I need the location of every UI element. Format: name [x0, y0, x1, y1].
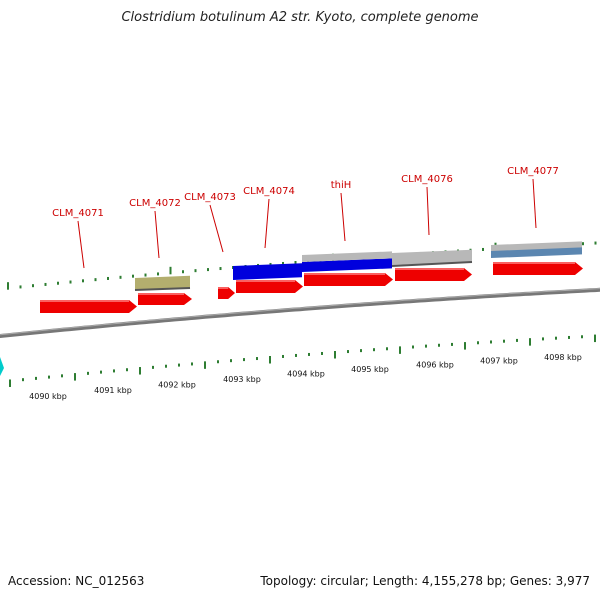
kbp-label: 4096 kbp [416, 361, 454, 370]
gene-leader-line [264, 198, 270, 249]
gene-label: CLM_4072 [129, 198, 181, 209]
gene-label: CLM_4073 [184, 192, 236, 203]
kbp-label: 4095 kbp [351, 365, 389, 374]
genome-backbone-highlight [0, 288, 600, 336]
kbp-label: 4090 kbp [29, 392, 67, 401]
genome-summary: Topology: circular; Length: 4,155,278 bp… [260, 574, 590, 588]
cds-arrow-4072 [138, 293, 192, 305]
cds-arrow-thiH [304, 273, 393, 286]
gene-label: CLM_4077 [507, 166, 559, 177]
gene-label: CLM_4076 [401, 174, 453, 185]
gene-leader-line [77, 220, 85, 269]
gene-leader-line [340, 192, 346, 242]
gene-leader-line [209, 204, 224, 253]
cds-arrow-4076 [395, 268, 472, 281]
kbp-label: 4093 kbp [223, 375, 261, 384]
gene-bar-4077-top [491, 241, 582, 252]
gene-bar-4072 [135, 275, 190, 290]
genome-backbone [0, 287, 600, 339]
gene-label: CLM_4071 [52, 208, 104, 219]
kbp-label: 4098 kbp [544, 353, 582, 362]
gene-leader-line [532, 178, 537, 229]
cds-arrow-4074 [236, 280, 303, 293]
gene-bar-4076-edge [391, 261, 473, 267]
gene-bar-4077 [491, 247, 582, 258]
cds-arrow-4071 [40, 300, 137, 313]
accession-label: Accession: NC_012563 [8, 574, 145, 588]
gene-bar-4074 [233, 263, 302, 280]
gene-leader-line [426, 186, 430, 236]
gene-bar-thiH [302, 258, 392, 272]
kbp-label: 4091 kbp [94, 386, 132, 395]
offscreen-feature-marker [0, 357, 4, 376]
kbp-label: 4094 kbp [287, 370, 325, 379]
genome-title: Clostridium botulinum A2 str. Kyoto, com… [121, 10, 479, 25]
cds-arrow-4073 [218, 287, 235, 299]
kbp-label: 4097 kbp [480, 356, 518, 365]
kbp-label: 4092 kbp [158, 380, 196, 389]
gene-bar-thiH-top [302, 251, 392, 262]
gene-label: CLM_4074 [243, 186, 295, 197]
gene-bar-4072-edge [134, 287, 191, 291]
gene-label: thiH [331, 180, 352, 191]
gene-leader-line [154, 210, 160, 259]
gene-bar-4076 [392, 249, 472, 265]
cds-arrow-4077 [493, 262, 583, 275]
